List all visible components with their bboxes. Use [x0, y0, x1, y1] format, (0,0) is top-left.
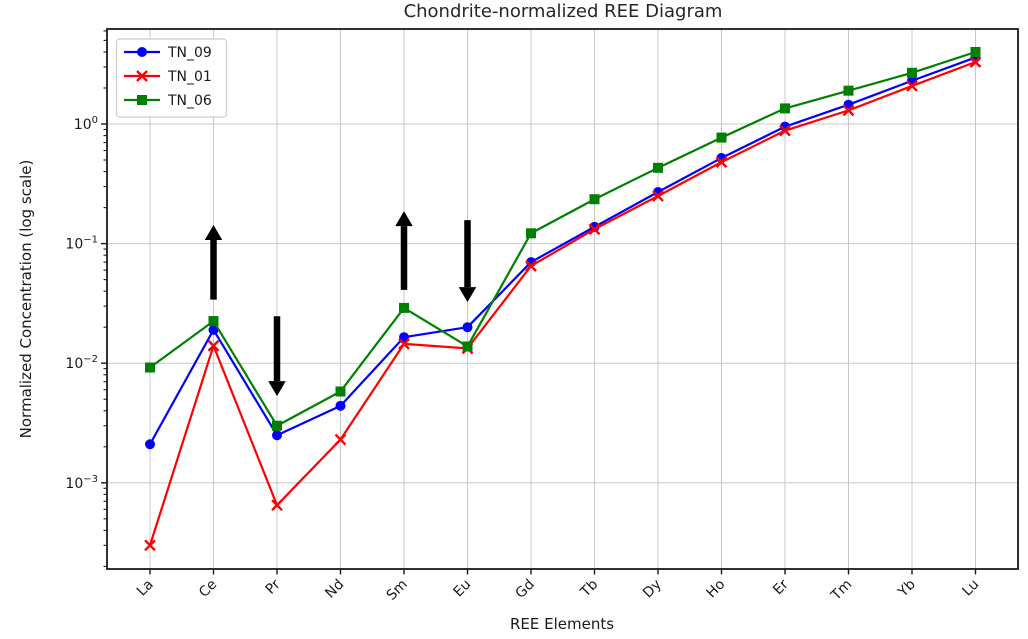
data-point: [970, 46, 981, 57]
y-tick-label: 10−2: [65, 354, 98, 372]
data-point: [145, 439, 155, 450]
data-point: [136, 70, 148, 82]
data-point: [208, 324, 219, 335]
data-point: [715, 156, 728, 168]
x-tick-label: Eu: [450, 577, 474, 601]
x-tick-label: Er: [770, 576, 792, 598]
legend-label: TN_01: [167, 69, 212, 85]
data-point: [653, 162, 663, 173]
y-tick-label: 10−3: [65, 474, 98, 492]
data-point: [208, 316, 219, 327]
data-point: [137, 95, 147, 105]
x-tick-label: Pr: [263, 576, 284, 597]
y-axis-label: Normalized Concentration (log scale): [17, 160, 35, 439]
x-tick-label: Tm: [828, 577, 856, 605]
data-point: [334, 433, 347, 446]
gridlines: [107, 29, 1018, 569]
data-point: [398, 338, 410, 350]
data-point: [842, 104, 855, 117]
data-point: [588, 223, 601, 236]
data-point: [907, 67, 917, 78]
y-tick-label: 10−1: [65, 235, 98, 253]
x-tick-label: Dy: [640, 577, 665, 602]
series-line-TN_01: [148, 60, 977, 547]
data-point: [272, 420, 282, 431]
anomaly-arrows: [204, 211, 477, 397]
data-point: [335, 400, 346, 411]
x-tick-label: Ce: [196, 577, 220, 601]
data-point: [843, 85, 854, 96]
ce-up-arrow: [204, 225, 223, 300]
data-point: [652, 190, 664, 202]
data-point: [137, 47, 147, 57]
series-line-TN_06: [148, 50, 977, 427]
data-point: [969, 56, 982, 68]
eu-down-arrow: [458, 220, 477, 303]
data-point: [272, 430, 282, 441]
x-tick-label: Lu: [959, 577, 982, 600]
data-point: [779, 124, 791, 137]
legend-label: TN_09: [167, 45, 212, 61]
data-point: [145, 362, 155, 373]
y-tick-labels: 100 10−1 10−2 10−3: [65, 115, 98, 492]
data-series: [144, 46, 982, 552]
data-point: [780, 103, 790, 114]
data-point: [144, 539, 156, 552]
data-point: [399, 302, 409, 313]
x-tick-label: Ho: [704, 577, 729, 602]
data-point: [271, 499, 283, 512]
legend-label: TN_06: [167, 93, 212, 109]
data-point: [207, 339, 220, 352]
x-tick-label: Yb: [894, 576, 918, 600]
data-point: [589, 194, 600, 205]
series-TN_01: [144, 56, 982, 552]
x-tick-labels: La Ce Pr Nd Sm Eu Gd Tb Dy Ho Er Tm Yb Lu: [134, 576, 982, 604]
series-line-TN_09: [148, 56, 977, 446]
x-tick-label: Sm: [384, 577, 411, 604]
y-tick-label: 100: [74, 115, 98, 133]
legend-item-TN_01: TN_01: [124, 69, 212, 85]
data-point: [906, 80, 918, 92]
data-point: [462, 341, 473, 352]
data-point: [526, 228, 536, 239]
legend-item-TN_09: TN_09: [124, 45, 212, 61]
data-point: [335, 386, 346, 397]
x-tick-label: La: [134, 577, 157, 600]
data-point: [716, 132, 727, 143]
legend: TN_09 TN_01 TN_06: [115, 38, 228, 118]
series-TN_06: [145, 46, 981, 431]
legend-item-TN_06: TN_06: [124, 93, 212, 109]
data-point: [462, 322, 473, 333]
plot-border: [106, 28, 1019, 570]
sm-up-arrow: [395, 211, 413, 290]
x-tick-label: Tb: [577, 576, 601, 600]
data-point: [399, 332, 409, 343]
x-tick-label: Nd: [322, 577, 347, 602]
x-axis-label: REE Elements: [510, 615, 614, 633]
series-TN_09: [145, 52, 981, 450]
pr-down-arrow: [268, 316, 286, 397]
data-point: [525, 260, 537, 272]
chart-title: Chondrite-normalized REE Diagram: [404, 1, 723, 22]
x-tick-label: Gd: [513, 577, 538, 602]
